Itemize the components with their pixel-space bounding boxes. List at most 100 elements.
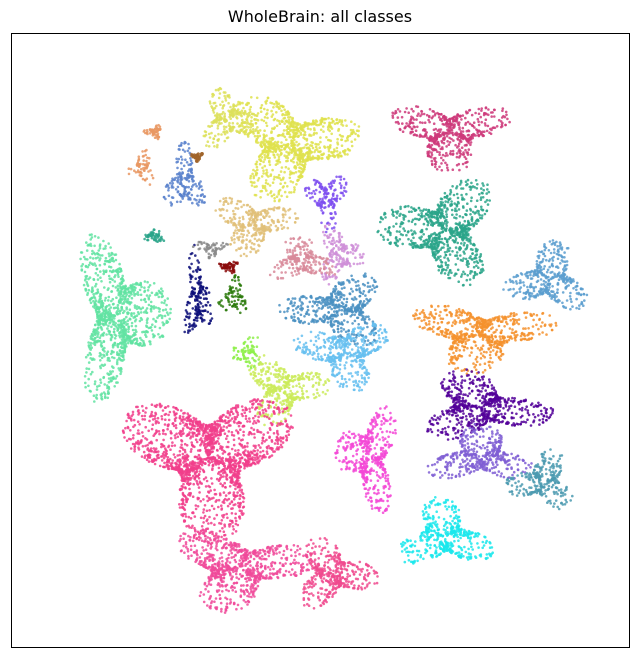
scatter-point [480, 187, 483, 190]
scatter-point [550, 294, 554, 297]
scatter-point [338, 240, 342, 244]
scatter-point [444, 154, 447, 158]
scatter-point [350, 287, 353, 291]
scatter-point [189, 170, 193, 173]
scatter-point [475, 222, 478, 225]
scatter-point [225, 209, 229, 212]
scatter-point [432, 325, 435, 329]
scatter-point [410, 206, 413, 209]
scatter-point [195, 198, 198, 202]
scatter-point [422, 240, 425, 243]
scatter-point [328, 302, 332, 306]
scatter-point [410, 127, 414, 131]
scatter-point [556, 266, 560, 269]
scatter-point [515, 273, 519, 277]
scatter-point [566, 246, 570, 250]
scatter-point [418, 217, 422, 221]
scatter-point [331, 373, 335, 377]
scatter-point [360, 381, 364, 384]
scatter-point [414, 209, 417, 212]
scatter-point [322, 263, 326, 266]
scatter-point [422, 222, 426, 226]
scatter-point [483, 362, 487, 366]
scatter-point [360, 318, 364, 321]
scatter-point [420, 245, 424, 249]
scatter-point [410, 229, 413, 232]
scatter-point [185, 161, 189, 164]
scatter-point [474, 111, 477, 115]
scatter-point [552, 290, 555, 294]
scatter-point [338, 385, 342, 388]
scatter-point [358, 359, 362, 363]
scatter-point [335, 256, 338, 259]
scatter-point [438, 265, 441, 269]
scatter-point [535, 260, 539, 263]
scatter-point [564, 264, 567, 268]
scatter-point [312, 343, 316, 347]
scatter-point [438, 153, 441, 156]
scatter-point [410, 115, 413, 119]
scatter-point [394, 210, 398, 214]
scatter-point [427, 215, 431, 219]
scatter-point [332, 314, 335, 318]
scatter-point [428, 138, 431, 142]
scatter-point [351, 278, 354, 281]
scatter-point [463, 272, 467, 276]
scatter-point [335, 276, 338, 279]
scatter-point [191, 201, 194, 205]
scatter-point [256, 119, 260, 122]
scatter-point [338, 363, 342, 367]
scatter-point [263, 228, 266, 231]
scatter-point [263, 184, 267, 188]
scatter-point [255, 229, 259, 233]
scatter-point [486, 203, 490, 206]
scatter-point [460, 146, 464, 149]
scatter-point [485, 209, 489, 212]
scatter-point [205, 144, 208, 147]
scatter-point [253, 228, 256, 231]
scatter-point [338, 354, 341, 358]
scatter-point [454, 119, 458, 123]
scatter-point [366, 371, 370, 375]
scatter-point [384, 227, 387, 231]
scatter-point [437, 269, 441, 272]
scatter-point [407, 204, 410, 208]
scatter-point [360, 376, 364, 380]
scatter-point [448, 253, 452, 256]
scatter-point [342, 177, 346, 181]
scatter-point [272, 208, 276, 212]
scatter-point [432, 245, 435, 248]
scatter-point [556, 244, 559, 248]
scatter-point [497, 118, 501, 122]
scatter-point [242, 252, 246, 256]
scatter-point [363, 320, 367, 324]
scatter-point [417, 245, 420, 248]
scatter-point [315, 345, 319, 349]
scatter-point [222, 104, 226, 107]
scatter-point [296, 135, 300, 138]
scatter-point [378, 337, 381, 340]
scatter-point [474, 249, 478, 253]
scatter-point [293, 186, 296, 189]
scatter-point [440, 213, 443, 217]
scatter-point [566, 278, 570, 281]
scatter-point [537, 290, 541, 293]
scatter-point [210, 124, 214, 128]
scatter-point [247, 231, 251, 235]
scatter-point [445, 224, 449, 228]
scatter-point [326, 297, 329, 301]
scatter-point [392, 225, 395, 228]
scatter-point [470, 181, 473, 185]
scatter-point [481, 263, 485, 267]
scatter-point [540, 250, 544, 253]
scatter-point [241, 101, 244, 105]
scatter-point [338, 343, 341, 347]
scatter-point [471, 222, 475, 226]
scatter-point [167, 189, 170, 192]
scatter-point [253, 118, 256, 121]
scatter-point [283, 258, 286, 262]
scatter-point [293, 260, 297, 263]
scatter-point [423, 318, 426, 322]
scatter-point [269, 191, 272, 195]
scatter-point [440, 169, 444, 172]
